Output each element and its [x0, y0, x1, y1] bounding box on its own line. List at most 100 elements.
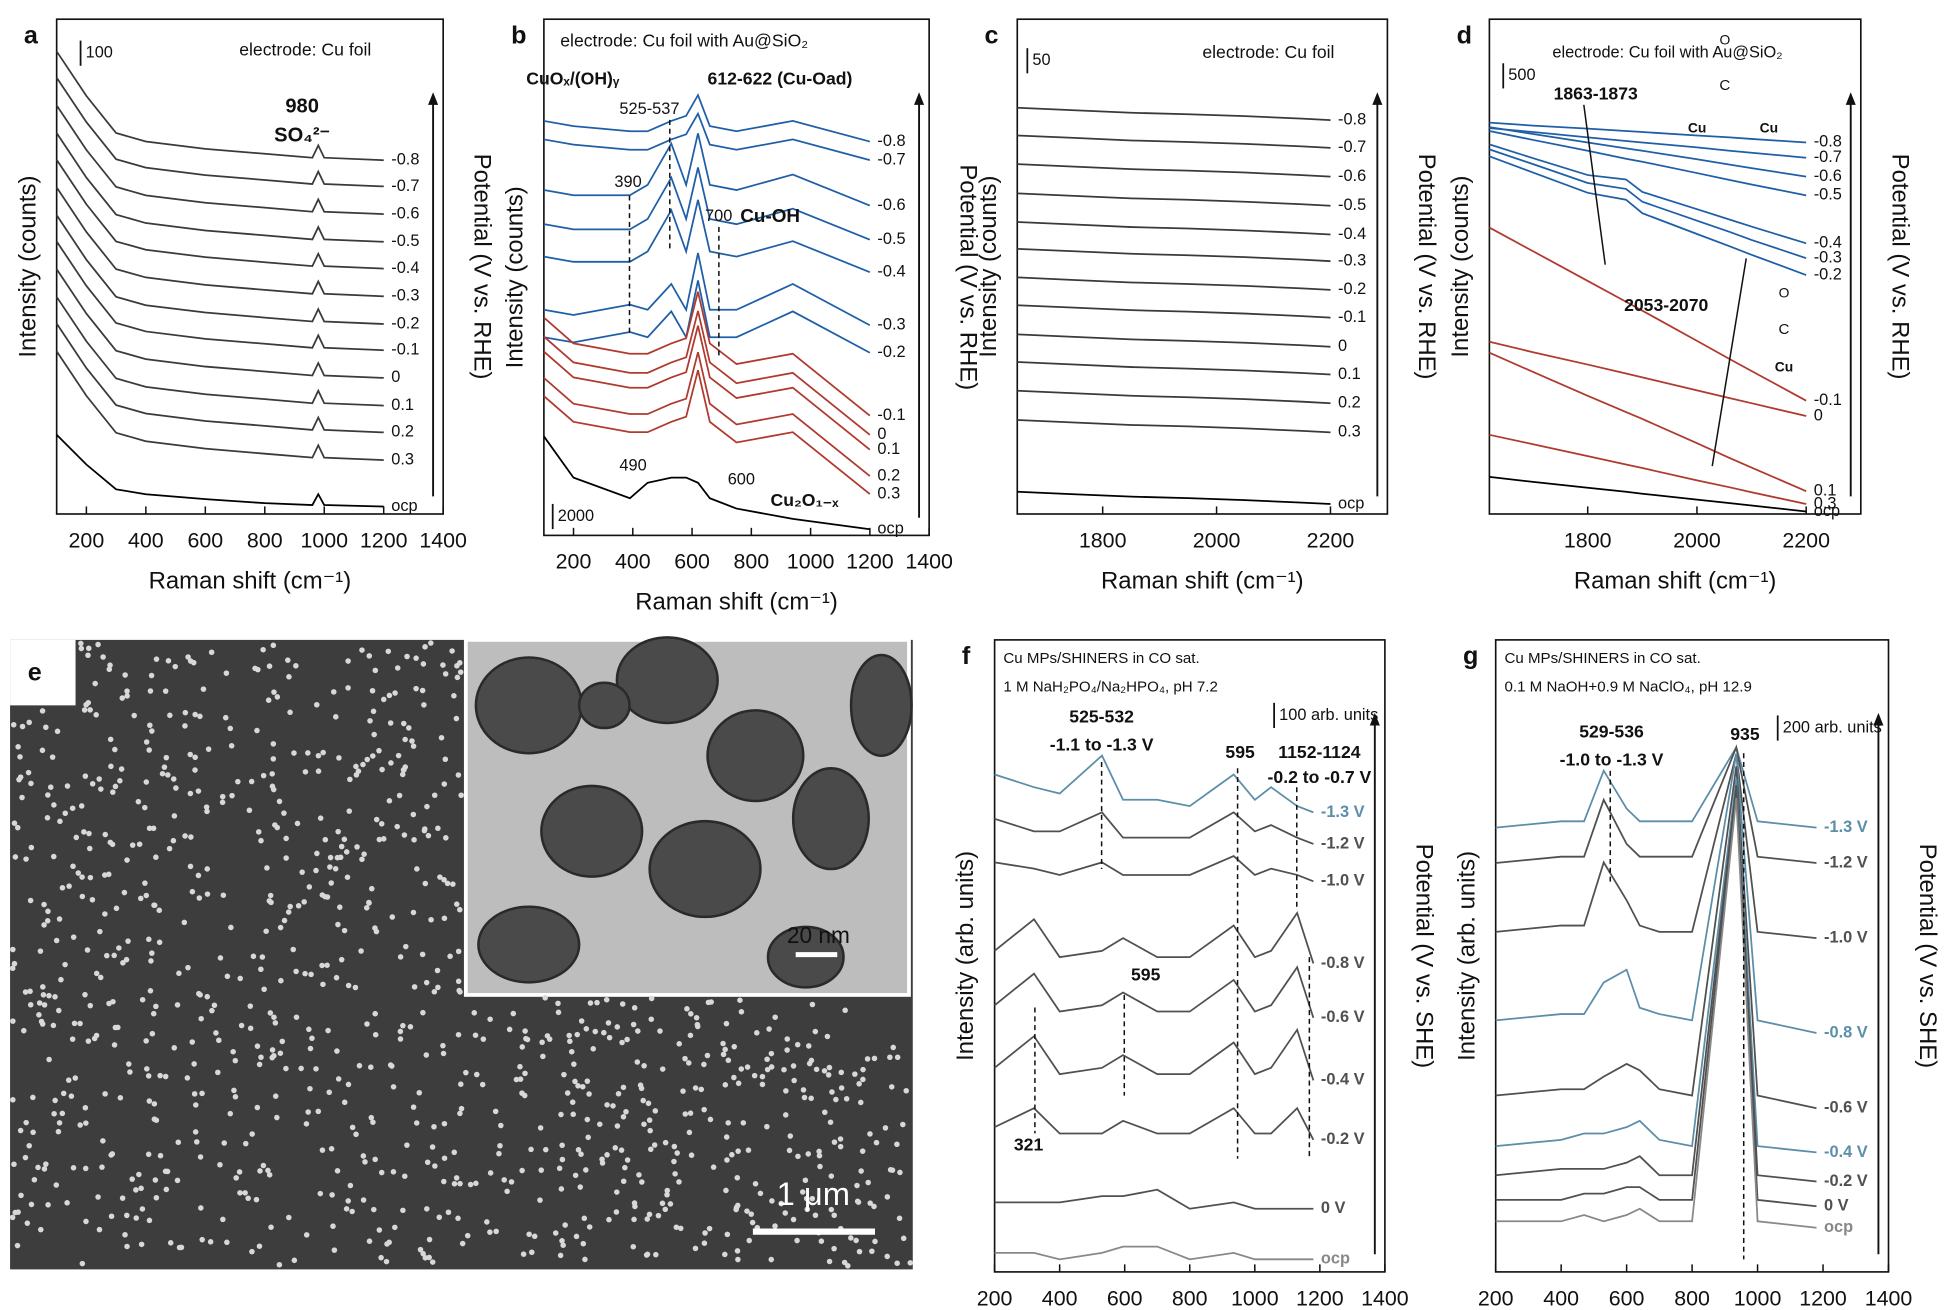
particle: [424, 803, 430, 810]
spectrum: [1489, 130, 1807, 197]
particle: [859, 1148, 866, 1154]
potential-label: -0.3: [1338, 251, 1366, 269]
annotation: -1.0 to -1.3 V: [1560, 749, 1664, 769]
particle: [41, 901, 47, 908]
particle: [585, 1134, 591, 1141]
particle: [582, 1256, 588, 1263]
particle: [817, 1163, 823, 1170]
particle: [790, 1063, 797, 1069]
particle: [92, 680, 98, 687]
spectrum: [1017, 134, 1331, 149]
particle: [900, 1121, 906, 1128]
spectrum: [543, 167, 871, 241]
particle: [722, 1046, 728, 1053]
particle: [215, 1069, 221, 1076]
particle: [219, 793, 226, 800]
particle: [872, 1238, 878, 1245]
spectrum: [1489, 148, 1807, 259]
particle: [449, 648, 455, 654]
nanoparticle: [615, 636, 719, 725]
particle: [138, 1185, 144, 1192]
particle: [441, 781, 448, 787]
particle: [856, 1248, 863, 1255]
annotation: CuOₓ/(OH)ᵧ: [526, 68, 620, 88]
particle: [319, 892, 326, 898]
particle: [710, 1164, 717, 1170]
particle: [41, 1002, 48, 1008]
particle: [504, 1188, 510, 1195]
particle: [187, 751, 194, 758]
particle: [11, 820, 18, 826]
particle: [801, 1094, 808, 1101]
potential-label: 0: [877, 425, 886, 443]
particle: [271, 689, 277, 695]
particle: [838, 1085, 845, 1091]
x-tick-label: 200: [556, 550, 592, 574]
particle: [270, 741, 277, 747]
panel-label: f: [962, 642, 971, 670]
particle: [52, 1097, 58, 1104]
particle: [370, 708, 377, 715]
particle: [453, 715, 460, 722]
spectrum: [543, 93, 871, 143]
particle: [397, 1036, 404, 1042]
potential-label: ocp: [391, 497, 417, 515]
particle: [682, 1111, 689, 1117]
particle: [39, 708, 46, 714]
panel-label: e: [28, 659, 42, 687]
particle: [349, 1124, 356, 1131]
potential-label: -0.1: [391, 341, 419, 359]
particle: [451, 1149, 458, 1156]
particle: [328, 880, 335, 886]
particle: [390, 1169, 397, 1175]
particle: [526, 1231, 532, 1238]
annotation: 935: [1730, 724, 1760, 744]
particle: [646, 1211, 653, 1218]
potential-label: -1.3 V: [1321, 803, 1365, 821]
potential-label: -0.2: [1814, 265, 1842, 283]
particle: [317, 1190, 324, 1197]
spectrum: [1495, 766, 1817, 1110]
particle: [103, 952, 110, 959]
spectrum: [543, 111, 871, 161]
particle: [118, 766, 125, 772]
annotation: 980: [285, 96, 319, 118]
potential-label: -0.5: [877, 230, 905, 248]
particle: [540, 1053, 546, 1060]
particle: [77, 1122, 83, 1128]
particle: [659, 1200, 666, 1207]
particle: [441, 1155, 448, 1161]
particle: [258, 966, 264, 973]
particle: [301, 899, 307, 905]
particle: [867, 1131, 873, 1137]
particle: [319, 1147, 326, 1153]
particle: [278, 977, 284, 984]
spectrum: [1495, 753, 1817, 1034]
particle: [193, 1102, 199, 1108]
particle: [671, 1158, 677, 1165]
particle: [578, 1018, 585, 1024]
potential-label: 0.2: [877, 466, 900, 484]
spectrum: [994, 1245, 1314, 1261]
particle: [185, 964, 191, 971]
particle: [632, 1203, 638, 1210]
spectrum: [994, 1188, 1314, 1210]
particle: [434, 967, 441, 974]
plot-frame: [543, 18, 930, 537]
particle: [640, 1097, 646, 1104]
particle: [182, 833, 188, 839]
particle: [146, 1217, 153, 1224]
particle: [272, 1093, 279, 1099]
particle: [291, 1257, 298, 1264]
particle: [329, 1192, 335, 1198]
particle: [82, 773, 89, 779]
particle: [272, 822, 278, 828]
particle: [653, 1251, 659, 1258]
x-tick-label: 1400: [1361, 1286, 1409, 1310]
particle: [220, 892, 227, 898]
annotation: O: [1779, 284, 1790, 300]
particle: [45, 792, 51, 798]
particle: [378, 1254, 384, 1261]
particle: [441, 915, 448, 922]
spectrum: [1017, 490, 1331, 505]
